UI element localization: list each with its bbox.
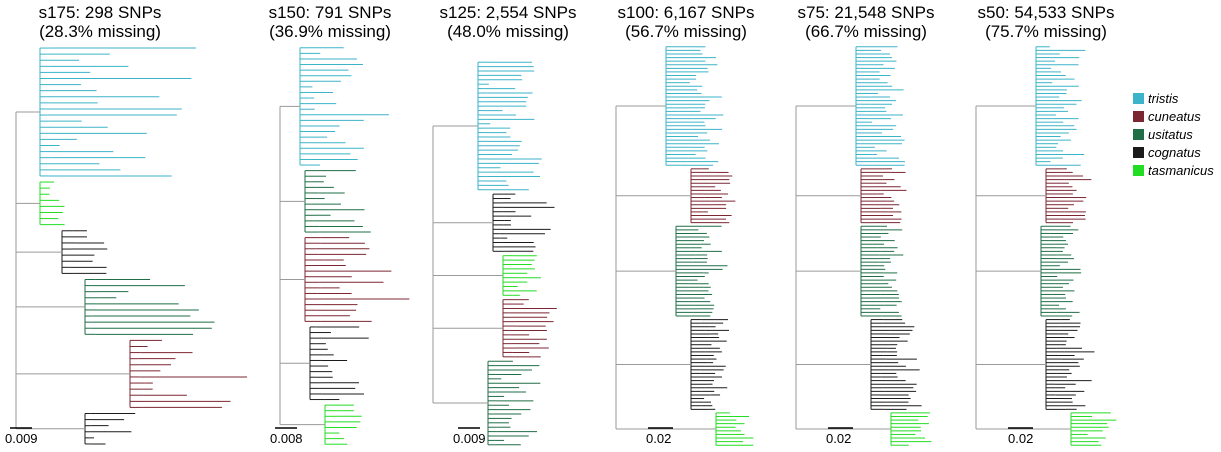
panel-subheading: (56.7% missing) (625, 22, 747, 41)
tree-panel-s175: s175: 298 SNPs (28.3% missing) 0.009 (0, 0, 248, 452)
panel-title: s175: 298 SNPs (28.3% missing) (0, 3, 200, 41)
tree-panel-s125: s125: 2,554 SNPs (48.0% missing) 0.009 (408, 0, 608, 452)
tree-panel-s150: s150: 791 SNPs (36.9% missing) 0.008 (230, 0, 430, 452)
panel-title: s125: 2,554 SNPs (48.0% missing) (408, 3, 608, 41)
legend-item-usitatus: usitatus (1133, 125, 1221, 143)
phylogenetic-tree (615, 46, 754, 446)
legend-item-cuneatus: cuneatus (1133, 107, 1221, 125)
panel-heading: s75: 21,548 SNPs (797, 3, 935, 22)
phylogenetic-tree (975, 46, 1117, 446)
tree-panel-s50: s50: 54,533 SNPs (75.7% missing) 0.02 (946, 0, 1146, 452)
scale-bar-label: 0.009 (5, 431, 38, 446)
tree-panel-s75: s75: 21,548 SNPs (66.7% missing) 0.02 (766, 0, 966, 452)
panel-heading: s175: 298 SNPs (38, 3, 162, 22)
panel-subheading: (36.9% missing) (269, 22, 391, 41)
legend-swatch (1133, 92, 1144, 104)
phylogenetic-tree (275, 47, 410, 445)
panel-heading: s100: 6,167 SNPs (617, 3, 755, 22)
panel-title: s150: 791 SNPs (36.9% missing) (230, 3, 430, 41)
panel-title: s100: 6,167 SNPs (56.7% missing) (586, 3, 786, 41)
panel-heading: s50: 54,533 SNPs (977, 3, 1115, 22)
panel-title: s75: 21,548 SNPs (66.7% missing) (766, 3, 966, 41)
legend-label: cuneatus (1148, 108, 1201, 124)
species-legend: tristis cuneatus usitatus cognatus tasma… (1133, 89, 1221, 179)
scale-bar-label: 0.02 (826, 431, 852, 446)
scale-bar-label: 0.02 (1008, 431, 1034, 446)
panel-subheading: (66.7% missing) (805, 22, 927, 41)
tree-panel-s100: s100: 6,167 SNPs (56.7% missing) 0.02 (586, 0, 786, 452)
legend-label: usitatus (1148, 126, 1193, 142)
legend-swatch (1133, 146, 1144, 158)
panel-heading: s125: 2,554 SNPs (439, 3, 577, 22)
legend-label: tristis (1148, 90, 1179, 106)
panel-subheading: (28.3% missing) (39, 22, 161, 41)
phylogenetic-tree (432, 61, 557, 446)
panel-title: s50: 54,533 SNPs (75.7% missing) (946, 3, 1146, 41)
legend-item-cognatus: cognatus (1133, 143, 1221, 161)
panel-heading: s150: 791 SNPs (268, 3, 392, 22)
panel-subheading: (75.7% missing) (985, 22, 1107, 41)
phylogenetic-tree (795, 46, 932, 446)
legend-swatch (1133, 164, 1144, 176)
legend-swatch (1133, 110, 1144, 122)
scale-bar-label: 0.009 (453, 431, 486, 446)
phylogenetic-tree (10, 47, 248, 445)
scale-bar-label: 0.008 (270, 431, 303, 446)
legend-label: tasmanicus (1148, 162, 1214, 178)
legend-item-tristis: tristis (1133, 89, 1221, 107)
legend-item-tasmanicus: tasmanicus (1133, 161, 1221, 179)
panel-subheading: (48.0% missing) (447, 22, 569, 41)
scale-bar-label: 0.02 (646, 431, 672, 446)
legend-swatch (1133, 128, 1144, 140)
legend-label: cognatus (1148, 144, 1201, 160)
